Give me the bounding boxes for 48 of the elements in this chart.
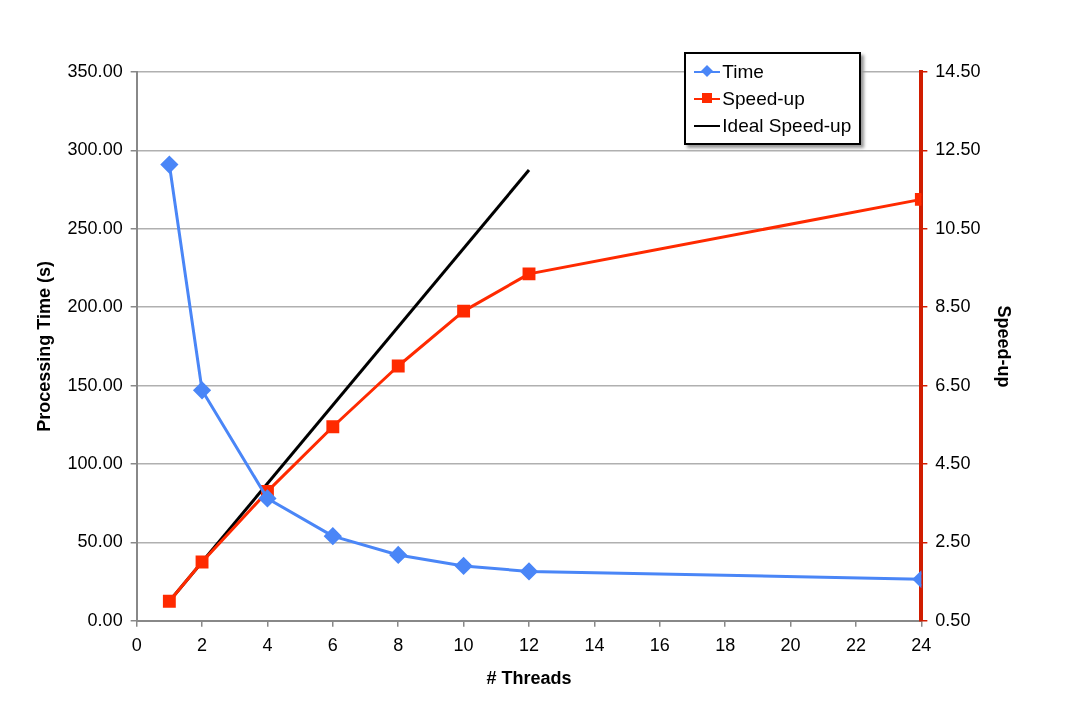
x-tick-label: 12 [518, 634, 540, 655]
legend-label: Speed-up [722, 87, 805, 110]
x-tick-label: 20 [780, 634, 801, 655]
point [520, 562, 538, 580]
x-axis-title: # Threads [486, 668, 572, 689]
y-tick-label: 0.00 [87, 609, 123, 630]
y-tick-label: 50.00 [77, 531, 123, 552]
point [389, 546, 407, 564]
point [324, 527, 342, 545]
legend-label: Time [722, 60, 764, 83]
point [326, 420, 340, 434]
point [160, 156, 178, 174]
y2-tick-label: 14.50 [935, 60, 981, 81]
y-tick-label: 300.00 [67, 139, 123, 160]
x-tick-label: 14 [584, 634, 605, 655]
y-tick-label: 350.00 [67, 60, 123, 81]
y2-tick-label: 4.50 [935, 452, 971, 473]
x-tick-label: 16 [649, 634, 670, 655]
y2-tick-label: 8.50 [935, 296, 971, 317]
x-tick-label: 22 [845, 634, 866, 655]
y-axis-title: Processing Time (s) [33, 261, 54, 432]
y2-tick-label: 12.50 [935, 139, 981, 160]
y-tick-label: 150.00 [67, 374, 123, 395]
x-tick-label: 8 [393, 634, 404, 655]
point [193, 381, 211, 399]
point [162, 594, 176, 608]
y-tick-label: 250.00 [67, 217, 123, 238]
y-tick-label: 100.00 [67, 452, 123, 473]
y2-tick-label: 10.50 [935, 217, 981, 238]
x-tick-label: 10 [453, 634, 474, 655]
x-tick-label: 0 [131, 634, 142, 655]
x-tick-label: 6 [327, 634, 338, 655]
y2-axis-title: Speed-up [994, 305, 1015, 388]
x-tick-label: 24 [911, 634, 932, 655]
point [195, 555, 209, 569]
point [391, 359, 405, 373]
point [455, 557, 473, 575]
x-tick-label: 2 [197, 634, 208, 655]
y2-tick-label: 2.50 [935, 531, 971, 552]
point [457, 304, 471, 318]
x-tick-label: 4 [262, 634, 273, 655]
x-tick-label: 18 [715, 634, 736, 655]
y2-tick-label: 0.50 [935, 609, 971, 630]
y2-tick-label: 6.50 [935, 374, 971, 395]
y-tick-label: 200.00 [67, 296, 123, 317]
legend-label: Ideal Speed-up [722, 114, 852, 137]
point [522, 267, 536, 281]
point [258, 490, 276, 507]
